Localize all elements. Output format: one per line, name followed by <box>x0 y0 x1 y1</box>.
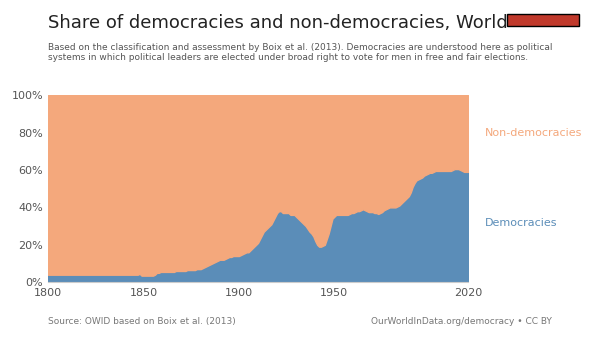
Text: Democracies: Democracies <box>485 218 557 228</box>
Text: Based on the classification and assessment by Boix et al. (2013). Democracies ar: Based on the classification and assessme… <box>48 42 553 62</box>
FancyBboxPatch shape <box>507 14 579 26</box>
Text: OurWorldInData.org/democracy • CC BY: OurWorldInData.org/democracy • CC BY <box>371 318 552 326</box>
Text: in Data: in Data <box>527 47 559 56</box>
Text: Non-democracies: Non-democracies <box>485 128 582 138</box>
Text: Source: OWID based on Boix et al. (2013): Source: OWID based on Boix et al. (2013) <box>48 318 236 326</box>
Text: Share of democracies and non-democracies, World: Share of democracies and non-democracies… <box>48 14 508 32</box>
Text: Our World: Our World <box>521 34 565 42</box>
